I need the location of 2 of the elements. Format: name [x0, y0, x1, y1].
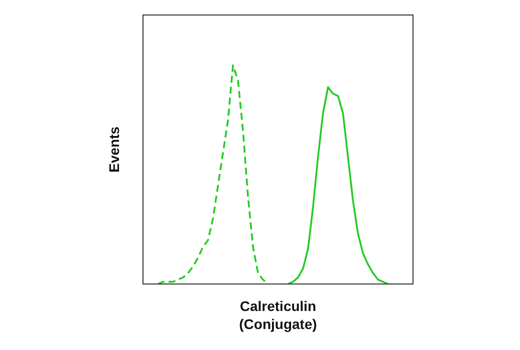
- y-axis-title: Events: [106, 126, 122, 172]
- x-axis-title: Calreticulin (Conjugate): [239, 298, 317, 332]
